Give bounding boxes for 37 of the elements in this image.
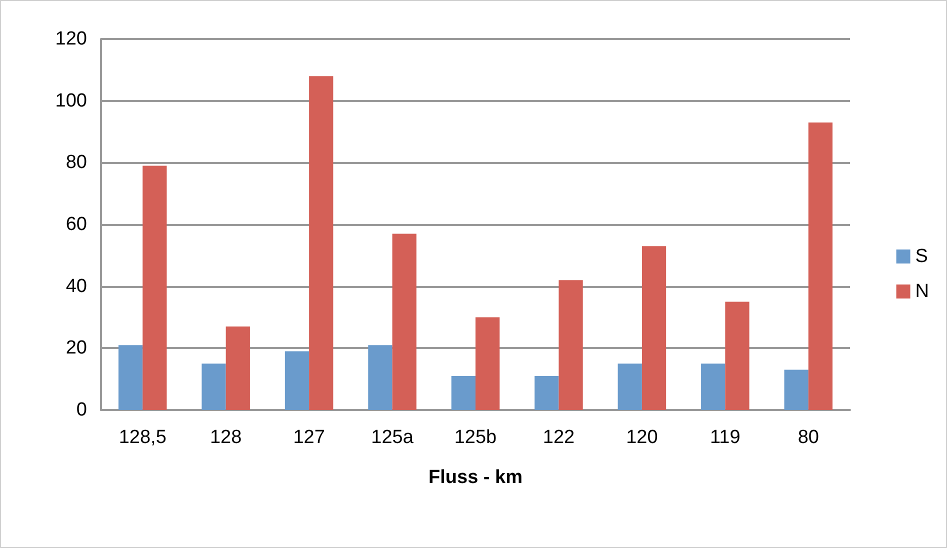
- x-tick-label: 80: [798, 427, 819, 448]
- bar: [701, 364, 726, 410]
- bar: [118, 345, 143, 410]
- legend-label: N: [915, 281, 930, 302]
- y-tick-label: 0: [76, 400, 87, 420]
- bar: [226, 326, 250, 410]
- bar: [392, 234, 416, 410]
- bar: [558, 280, 583, 410]
- x-axis-title: Fluss - km: [428, 467, 522, 488]
- bar: [368, 345, 392, 410]
- bar: [284, 351, 310, 410]
- x-tick-label: 128: [210, 427, 242, 448]
- x-tick-label: 119: [710, 427, 740, 448]
- bar: [784, 370, 808, 410]
- x-tick-label: 122: [542, 427, 575, 448]
- bar: [642, 246, 666, 410]
- bar: [309, 76, 334, 410]
- y-tick-label: 60: [66, 214, 87, 235]
- x-tick-label: 125a: [371, 427, 414, 448]
- y-tick-label: 80: [66, 152, 87, 174]
- bar: [451, 376, 476, 410]
- bar: [618, 364, 642, 410]
- y-tick-label: 20: [66, 338, 87, 359]
- legend-label: S: [915, 246, 928, 267]
- bar: [534, 376, 559, 410]
- bar: [142, 166, 167, 410]
- bar: [808, 122, 833, 410]
- x-tick-label: 125b: [454, 427, 497, 448]
- y-tick-label: 120: [55, 28, 87, 50]
- x-tick-label: 127: [293, 427, 325, 448]
- x-tick-label: 128,5: [118, 427, 166, 448]
- bar: [725, 302, 750, 410]
- bar: [476, 317, 500, 410]
- x-tick-label: 120: [626, 427, 658, 448]
- y-tick-label: 100: [55, 90, 87, 112]
- bar: [202, 364, 226, 410]
- y-tick-label: 40: [66, 276, 87, 297]
